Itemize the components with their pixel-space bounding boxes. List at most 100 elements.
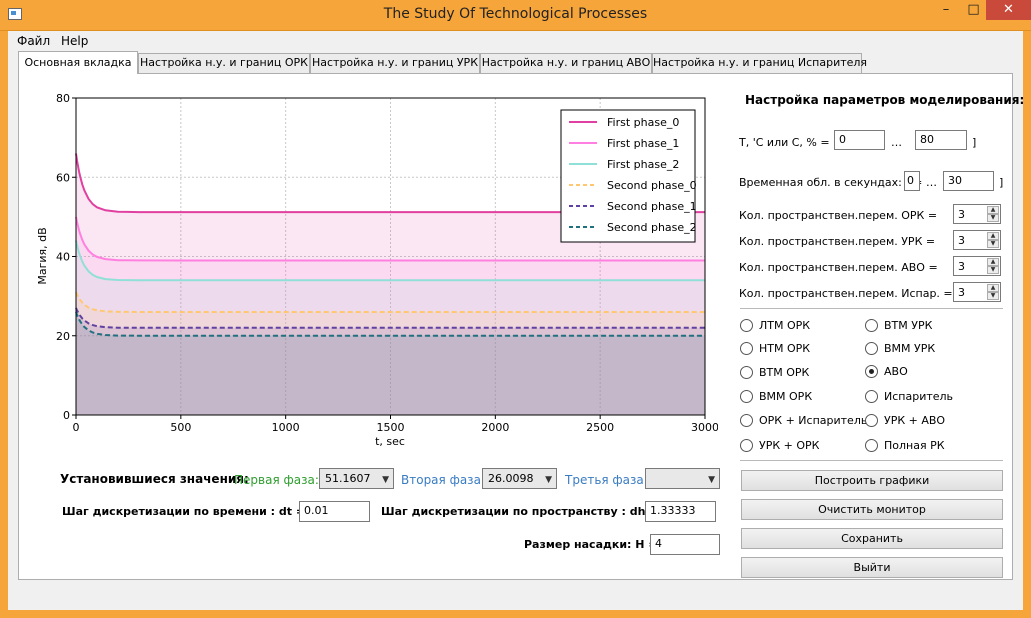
- x-tick-label: 1500: [377, 421, 405, 434]
- phase2-value: 26.0098: [488, 472, 534, 485]
- x-tick-label: 500: [170, 421, 191, 434]
- radio-circle-icon[interactable]: [740, 342, 753, 355]
- series-line-3: [75, 291, 705, 313]
- params-title: Настройка параметров моделирования:: [745, 93, 1025, 107]
- x-tick-label: 1000: [272, 421, 300, 434]
- tab-avo-settings[interactable]: Настройка н.у. и границ АВО: [480, 53, 652, 73]
- space-vars-avo-label: Кол. пространствен.перем. АВО =: [739, 261, 938, 274]
- h-input[interactable]: 4: [650, 534, 720, 555]
- spin-down-icon[interactable]: ▼: [987, 292, 999, 300]
- y-tick-label: 60: [56, 171, 70, 184]
- space-vars-avo-spinbox[interactable]: 3 ▲ ▼: [953, 256, 1001, 276]
- phase1-value: 51.1607: [325, 472, 371, 485]
- window-frame-left: [0, 31, 8, 618]
- spin-down-icon[interactable]: ▼: [987, 266, 999, 274]
- x-tick-label: 3000: [691, 421, 718, 434]
- dh-label: Шаг дискретизации по пространству : dh =: [381, 505, 659, 518]
- clear-monitor-button[interactable]: Очистить монитор: [741, 499, 1003, 520]
- save-button[interactable]: Сохранить: [741, 528, 1003, 549]
- space-vars-evap-spinbox[interactable]: 3 ▲ ▼: [953, 282, 1001, 302]
- menu-file[interactable]: Файл: [17, 34, 51, 48]
- radio-circle-icon[interactable]: [865, 439, 878, 452]
- space-vars-avo-value: 3: [958, 260, 965, 273]
- phase3-label: Третья фаза:: [565, 473, 648, 487]
- radio-circle-icon[interactable]: [740, 390, 753, 403]
- spin-up-icon[interactable]: ▲: [987, 284, 999, 292]
- separator: [740, 308, 1003, 309]
- time-range-label: Временная обл. в секундах: t =: [739, 176, 923, 189]
- x-tick-label: 0: [73, 421, 80, 434]
- y-tick-label: 40: [56, 251, 70, 264]
- legend-entry: First phase_1: [607, 137, 679, 150]
- exit-button[interactable]: Выйти: [741, 557, 1003, 578]
- close-button[interactable]: ✕: [986, 0, 1031, 20]
- legend-entry: Second phase_1: [607, 200, 697, 213]
- phase1-label: Первая фаза:: [234, 473, 319, 487]
- temp-min-input[interactable]: 0: [834, 130, 885, 150]
- separator: [740, 460, 1003, 461]
- time-min-input[interactable]: 0: [904, 171, 920, 191]
- dt-input[interactable]: 0.01: [299, 501, 370, 522]
- series-lines: [75, 153, 705, 337]
- chart: 0 500 1000 1500 2000 2500 3000 0 20 40 60 80 t, se…: [36, 92, 718, 448]
- spin-up-icon[interactable]: ▲: [987, 232, 999, 240]
- phase3-select[interactable]: ▼: [645, 468, 720, 489]
- phase1-select[interactable]: 51.1607 ▼: [319, 468, 394, 489]
- radio-circle-icon[interactable]: [740, 414, 753, 427]
- menu-help[interactable]: Help: [61, 34, 89, 48]
- radio-circle-icon[interactable]: [865, 342, 878, 355]
- phase2-label: Вторая фаза:: [401, 473, 485, 487]
- tab-urk-settings[interactable]: Настройка н.у. и границ УРК: [310, 53, 480, 73]
- radio-circle-icon[interactable]: [740, 439, 753, 452]
- temp-max-input[interactable]: 80: [915, 130, 967, 150]
- steady-values-label: Установившиеся значения:: [60, 472, 249, 486]
- spin-down-icon[interactable]: ▼: [987, 240, 999, 248]
- dt-label: Шаг дискретизации по времени : dt =: [62, 505, 306, 518]
- temp-range-close: ]: [972, 136, 977, 149]
- phase2-select[interactable]: 26.0098 ▼: [482, 468, 557, 489]
- legend-entry: Second phase_2: [607, 221, 697, 234]
- tab-evaporator-settings[interactable]: Настройка н.у. и границ Испарителя: [652, 53, 867, 73]
- series-area-3: [76, 292, 705, 415]
- radio-circle-icon[interactable]: [740, 319, 753, 332]
- time-max-input[interactable]: 30: [943, 171, 994, 191]
- plot-graphs-button[interactable]: Построить графики: [741, 470, 1003, 491]
- y-axis: 0 20 40 60 80: [56, 92, 76, 422]
- h-label: Размер насадки: H =: [524, 538, 658, 551]
- space-vars-ork-label: Кол. пространствен.перем. ОРК =: [739, 209, 938, 222]
- app-icon: [8, 8, 22, 20]
- temp-range-dots: …: [891, 136, 902, 149]
- space-vars-urk-spinbox[interactable]: 3 ▲ ▼: [953, 230, 1001, 250]
- space-vars-ork-spinbox[interactable]: 3 ▲ ▼: [953, 204, 1001, 224]
- radio-circle-icon[interactable]: [865, 414, 878, 427]
- x-axis-title: t, sec: [375, 435, 405, 448]
- legend-box: [560, 109, 696, 243]
- y-tick-label: 0: [63, 409, 70, 422]
- temp-range-label: T, 'C или C, % = [: [739, 136, 838, 149]
- space-vars-evap-label: Кол. пространствен.перем. Испар. =: [739, 287, 953, 300]
- radio-checked-icon[interactable]: [865, 365, 878, 378]
- time-range-dots: …: [926, 176, 937, 189]
- y-tick-label: 80: [56, 92, 70, 105]
- y-tick-label: 20: [56, 330, 70, 343]
- radio-circle-icon[interactable]: [740, 366, 753, 379]
- series-area-0: [76, 153, 705, 415]
- y-axis-title: Магия, dB: [36, 227, 49, 284]
- maximize-button[interactable]: □: [967, 2, 980, 17]
- series-line-2: [75, 240, 705, 282]
- time-range-close: ]: [999, 176, 1004, 189]
- menu-bar: Файл Help: [8, 31, 1023, 51]
- legend-entry: First phase_2: [607, 158, 679, 171]
- minimize-button[interactable]: –: [942, 2, 950, 17]
- dh-input[interactable]: 1.33333: [645, 501, 716, 522]
- spin-down-icon[interactable]: ▼: [987, 214, 999, 222]
- radio-circle-icon[interactable]: [865, 319, 878, 332]
- radio-circle-icon[interactable]: [865, 390, 878, 403]
- x-tick-label: 2000: [481, 421, 509, 434]
- spin-up-icon[interactable]: ▲: [987, 258, 999, 266]
- tab-ork-settings[interactable]: Настройка н.у. и границ ОРК: [138, 53, 310, 73]
- space-vars-evap-value: 3: [958, 286, 965, 299]
- tab-main[interactable]: Основная вкладка: [18, 51, 138, 74]
- x-tick-label: 2500: [586, 421, 614, 434]
- spin-up-icon[interactable]: ▲: [987, 206, 999, 214]
